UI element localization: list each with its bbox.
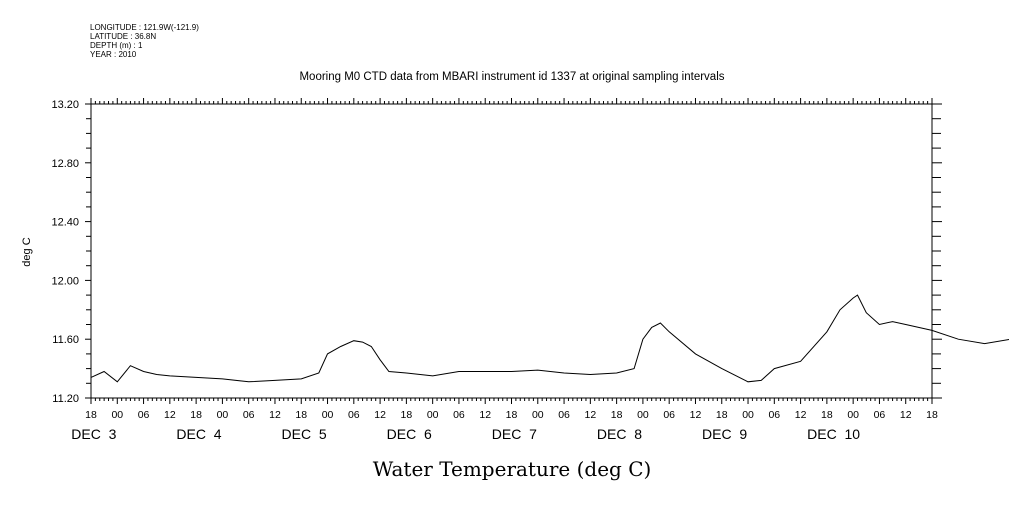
- y-axis-label: deg C: [21, 237, 33, 266]
- x-hour-label: 00: [742, 409, 754, 421]
- x-hour-label: 06: [663, 409, 675, 421]
- x-day-label: DEC 6: [387, 426, 432, 442]
- x-hour-label: 18: [926, 409, 938, 421]
- x-hour-label: 18: [716, 409, 728, 421]
- x-hour-label: 18: [506, 409, 518, 421]
- series-line: [90, 294, 1009, 383]
- header-longitude: LONGITUDE : 121.9W(-121.9): [90, 23, 199, 32]
- x-hour-label: 18: [611, 409, 623, 421]
- x-hour-label: 18: [821, 409, 833, 421]
- x-hour-label: 18: [295, 409, 307, 421]
- x-hour-label: 06: [243, 409, 255, 421]
- x-hour-label: 06: [558, 409, 570, 421]
- x-hour-label: 18: [85, 409, 97, 421]
- x-hour-label: 06: [768, 409, 780, 421]
- x-day-label: DEC 7: [492, 426, 537, 442]
- x-hour-label: 12: [374, 409, 386, 421]
- x-axis: [90, 98, 933, 404]
- x-day-label: DEC 5: [282, 426, 327, 442]
- series-layer: [90, 294, 1009, 383]
- x-hour-label: 12: [900, 409, 912, 421]
- x-hour-label: 00: [847, 409, 859, 421]
- x-hour-label: 00: [217, 409, 229, 421]
- x-day-label: DEC 4: [176, 426, 221, 442]
- y-tick-label: 13.20: [51, 99, 79, 111]
- x-axis-labels: 18 00 06 12 18 00 06 12 18 00 06 12 18 00 06 12 18 00 06 12…: [71, 409, 938, 442]
- x-hour-label: 12: [479, 409, 491, 421]
- x-hour-label: 18: [190, 409, 202, 421]
- y-tick-label: 11.60: [52, 334, 79, 346]
- x-day-label: DEC 9: [702, 426, 747, 442]
- x-hour-label: 18: [401, 409, 413, 421]
- y-tick-label: 12.00: [51, 275, 79, 287]
- y-axis: 11.20 11.60 12.00 12.40 12.80 13.20: [51, 99, 942, 405]
- x-hour-label: 06: [453, 409, 465, 421]
- x-hour-label: 06: [138, 409, 150, 421]
- x-day-label: DEC 8: [597, 426, 642, 442]
- x-hour-label: 12: [690, 409, 702, 421]
- chart-title: Mooring M0 CTD data from MBARI instrumen…: [299, 71, 724, 83]
- x-hour-label: 06: [874, 409, 886, 421]
- header-year: YEAR : 2010: [90, 50, 137, 59]
- x-hour-label: 00: [427, 409, 439, 421]
- x-day-label: DEC 10: [807, 426, 860, 442]
- header-depth: DEPTH (m) : 1: [90, 41, 143, 50]
- header-latitude: LATITUDE : 36.8N: [90, 32, 156, 41]
- plot-frame: [90, 103, 933, 399]
- x-axis-label: Water Temperature (deg C): [373, 457, 652, 481]
- y-tick-label: 11.20: [52, 393, 79, 405]
- x-hour-label: 12: [585, 409, 597, 421]
- x-hour-label: 00: [111, 409, 123, 421]
- x-hour-label: 00: [322, 409, 334, 421]
- y-tick-label: 12.80: [51, 158, 79, 170]
- x-day-label: DEC 3: [71, 426, 116, 442]
- x-hour-label: 00: [637, 409, 649, 421]
- x-hour-label: 12: [269, 409, 281, 421]
- x-hour-label: 12: [164, 409, 176, 421]
- x-hour-label: 00: [532, 409, 544, 421]
- x-hour-label: 06: [348, 409, 360, 421]
- y-tick-label: 12.40: [51, 217, 79, 229]
- x-hour-label: 12: [795, 409, 807, 421]
